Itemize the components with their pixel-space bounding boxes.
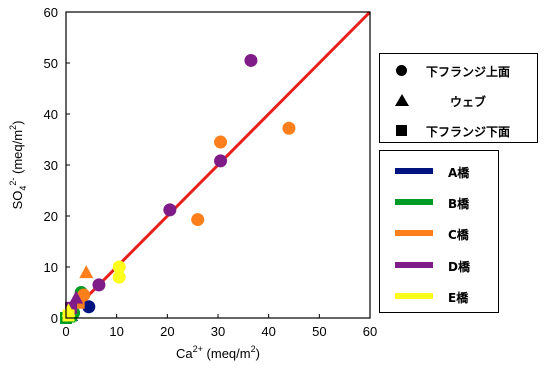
legend-label-web: ウェブ: [450, 95, 487, 109]
x-tick-label: 10: [109, 324, 123, 339]
legend-item-bridge-b: B橋: [380, 194, 498, 212]
data-point-circle-series-4: [112, 260, 126, 274]
data-point-triangle-series-3: [69, 290, 84, 304]
circle-icon: [396, 65, 407, 76]
legend-item-bridge-c: C橋: [380, 225, 498, 243]
data-point-circle-series-2: [282, 121, 296, 135]
bridge-legend: A橋 B橋 C橋 D橋 E橋: [379, 150, 499, 313]
legend-label-bridge-d: D橋: [448, 260, 470, 274]
y-tick-label: 60: [44, 5, 58, 20]
swatch-bridge-b: [395, 199, 433, 205]
x-axis-label: Ca2+ (meq/m2): [176, 344, 260, 361]
data-point-circle-series-2: [191, 213, 205, 227]
y-tick-label: 0: [51, 311, 58, 326]
x-tick-label: 40: [261, 324, 275, 339]
swatch-bridge-d: [395, 262, 433, 268]
x-tick-label: 50: [312, 324, 326, 339]
swatch-bridge-a: [395, 168, 433, 174]
legend-item-bridge-a: A橋: [380, 163, 498, 181]
legend-label-bottom-flange-lower: 下フランジ下面: [426, 125, 511, 139]
data-point-triangle-series-2: [79, 265, 94, 279]
swatch-bridge-e: [395, 293, 433, 299]
data-point-circle-series-4: [112, 270, 126, 284]
data-point-circle-series-0: [82, 300, 96, 314]
y-tick-label: 20: [44, 209, 58, 224]
legend-item-bottom-flange-lower: 下フランジ下面: [380, 122, 537, 140]
shape-legend: 下フランジ上面 ウェブ 下フランジ下面: [379, 53, 538, 143]
x-tick-label: 20: [160, 324, 174, 339]
data-point-square-series-4: [62, 309, 75, 322]
legend-item-bridge-e: E橋: [380, 288, 498, 306]
data-point-circle-series-3: [244, 53, 258, 67]
y-tick-label: 50: [44, 56, 58, 71]
data-point-circle-series-3: [214, 154, 228, 168]
x-tick-label: 60: [363, 324, 377, 339]
x-tick-label: 0: [62, 324, 69, 339]
legend-label-bridge-b: B橋: [448, 197, 470, 211]
square-icon: [396, 125, 407, 136]
y-tick-label: 10: [44, 260, 58, 275]
y-tick-label: 40: [44, 107, 58, 122]
data-point-circle-series-2: [214, 135, 228, 149]
y-tick-label: 30: [44, 158, 58, 173]
data-point-circle-series-3: [92, 278, 106, 292]
legend-label-bridge-c: C橋: [448, 228, 469, 242]
legend-label-bridge-e: E橋: [448, 291, 469, 305]
legend-label-bridge-a: A橋: [448, 166, 470, 180]
triangle-icon: [395, 94, 409, 106]
legend-item-bridge-d: D橋: [380, 257, 498, 275]
y-axis-label: SO42- (meq/m2): [8, 121, 28, 210]
legend-label-top-flange-upper: 下フランジ上面: [426, 65, 511, 79]
swatch-bridge-c: [395, 230, 433, 236]
x-tick-label: 30: [211, 324, 225, 339]
legend-item-web: ウェブ: [380, 92, 537, 110]
data-point-circle-series-3: [163, 203, 177, 217]
legend-item-top-flange-upper: 下フランジ上面: [380, 62, 537, 80]
